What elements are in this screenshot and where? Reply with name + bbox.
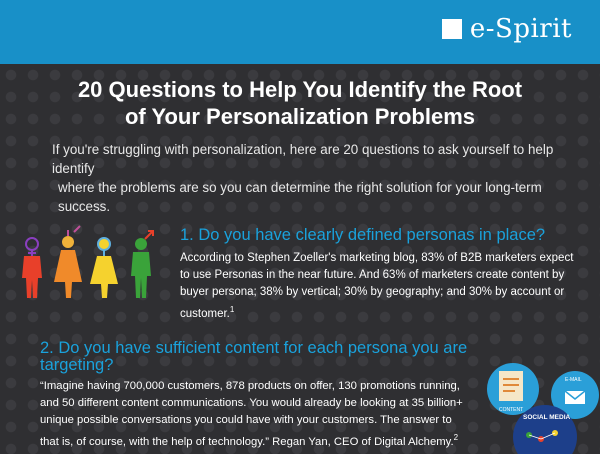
gender-persona-figures [22, 225, 154, 298]
header-bar: e-Spirit [0, 0, 600, 64]
person-green-icon [131, 230, 154, 298]
title-line-1: 20 Questions to Help You Identify the Ro… [77, 77, 523, 102]
intro-text: If you're struggling with personalizatio… [52, 140, 562, 216]
content-label: CONTENT [499, 407, 523, 413]
footnote-1: 1 [229, 305, 235, 314]
question-1-heading: 1. Do you have clearly defined personas … [180, 226, 546, 244]
question-2-heading: 2. Do you have sufficient content for ea… [40, 339, 468, 374]
question-1-body: According to Stephen Zoeller's marketing… [180, 250, 580, 323]
question-2-body: “Imagine having 700,000 customers, 878 p… [40, 378, 470, 451]
person-yellow-icon [90, 237, 118, 298]
logo-square-icon [441, 19, 462, 39]
footnote-2: 2 [453, 433, 459, 442]
question-2-text: “Imagine having 700,000 customers, 878 p… [40, 380, 463, 448]
email-label: E-MAIL [565, 377, 582, 383]
social-media-label: SOCIAL MEDIA [523, 414, 570, 421]
intro-line-1: If you're struggling with personalizatio… [52, 142, 554, 176]
content-channels-illustration: CONTENT E-MAIL SOCIAL MEDIA [487, 363, 599, 454]
question-1-text: According to Stephen Zoeller's marketing… [180, 252, 574, 320]
person-red-icon [22, 237, 42, 298]
dotted-background [0, 64, 600, 454]
person-orange-icon [54, 225, 82, 298]
brand-logo[interactable]: e-Spirit [441, 14, 572, 44]
social-media-circle-icon [513, 405, 577, 454]
title-line-2: of Your Personalization Problems [124, 104, 476, 129]
intro-line-2: where the problems are so you can determ… [58, 180, 542, 214]
page-title: 20 Questions to Help You Identify the Ro… [0, 76, 600, 130]
brand-name: e-Spirit [469, 14, 572, 44]
